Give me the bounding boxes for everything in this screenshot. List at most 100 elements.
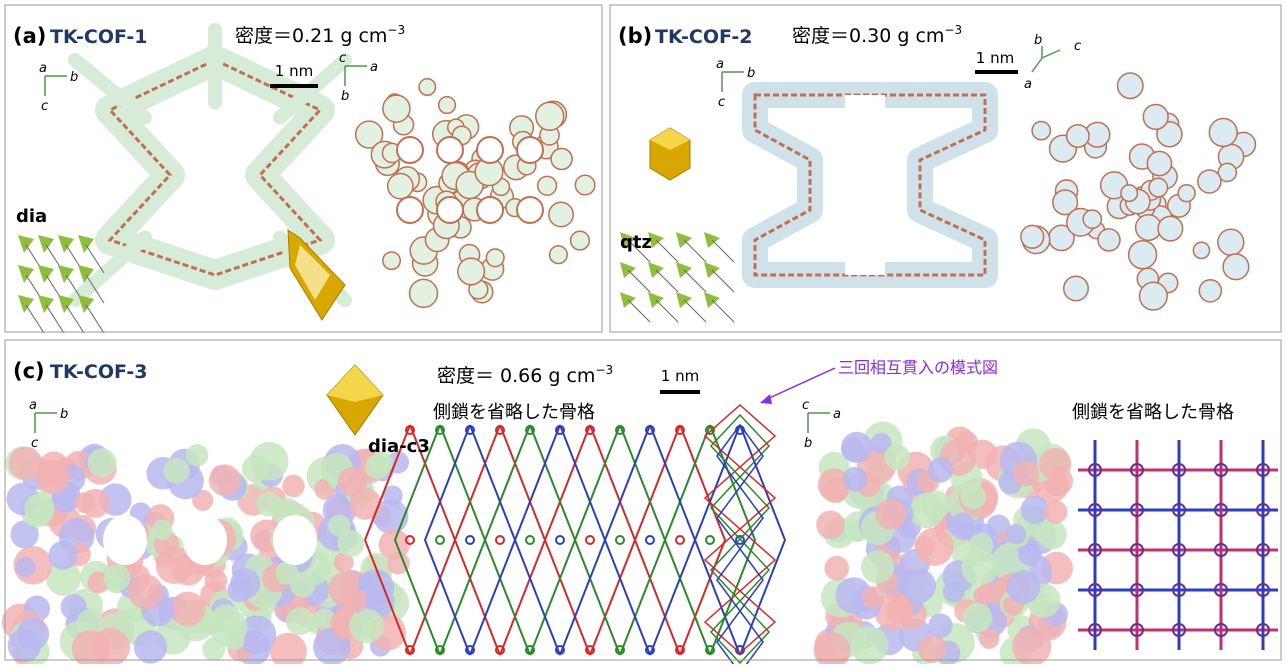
density: 密度＝0.21 g cm−3 xyxy=(235,23,405,47)
pore xyxy=(476,196,504,224)
side-chain xyxy=(68,230,152,307)
framework xyxy=(1222,253,1250,281)
net-node xyxy=(405,645,415,655)
scale-label: 1 nm xyxy=(275,62,313,80)
axis-arrow xyxy=(1031,57,1043,73)
net-node xyxy=(1256,463,1270,477)
net xyxy=(423,424,787,656)
framework xyxy=(569,230,590,251)
topology-node xyxy=(58,265,74,283)
framework xyxy=(87,448,117,478)
framework xyxy=(1142,103,1169,131)
net-node xyxy=(465,645,475,655)
framework xyxy=(1012,626,1052,667)
pore xyxy=(273,515,317,565)
framework xyxy=(8,446,43,480)
pore xyxy=(436,196,464,224)
axis-label: b xyxy=(804,436,812,451)
topology-edge xyxy=(627,269,651,293)
framework xyxy=(816,510,845,540)
framework xyxy=(15,556,36,578)
illustrations xyxy=(1,23,1278,668)
net-node xyxy=(705,425,715,435)
framework xyxy=(1065,124,1090,148)
topology-edge xyxy=(655,239,679,263)
net-node xyxy=(1256,583,1270,597)
schematic xyxy=(703,403,777,655)
topology-node xyxy=(78,295,94,313)
framework xyxy=(850,626,889,665)
framework xyxy=(968,533,994,558)
framework xyxy=(457,257,486,286)
net-node xyxy=(1088,463,1102,477)
framework xyxy=(978,628,1000,649)
axis-arrow xyxy=(1041,49,1061,59)
framework xyxy=(208,464,241,497)
pore xyxy=(396,196,424,224)
framework xyxy=(1120,184,1139,203)
density: 密度＝0.30 g cm−3 xyxy=(792,23,962,47)
framework xyxy=(10,520,39,549)
net-node xyxy=(1256,543,1270,557)
framework xyxy=(275,561,299,585)
topology-edge xyxy=(655,269,679,293)
net-node xyxy=(1088,503,1102,517)
panel-frame xyxy=(609,4,1282,333)
topology-node xyxy=(78,235,94,253)
framework xyxy=(909,492,945,529)
net-node xyxy=(585,425,595,435)
framework xyxy=(861,550,895,584)
framework xyxy=(961,549,998,586)
framework xyxy=(1039,448,1072,481)
topology: qtz xyxy=(620,232,652,253)
framework xyxy=(1156,120,1183,148)
net-node xyxy=(1130,463,1144,477)
axis-label: b xyxy=(747,66,755,81)
net-node xyxy=(675,425,685,435)
panel-frame xyxy=(4,4,603,333)
framework xyxy=(1127,239,1158,270)
topology-edge xyxy=(627,299,651,323)
net-node xyxy=(735,535,745,545)
framework xyxy=(202,637,226,661)
material-name: TK-COF-1 xyxy=(50,26,148,48)
framework xyxy=(813,632,851,668)
framework xyxy=(884,444,910,471)
topology-node xyxy=(58,235,74,253)
topology-node xyxy=(78,265,94,283)
topology-edge xyxy=(45,304,65,334)
framework xyxy=(382,94,411,123)
framework xyxy=(163,457,190,484)
material-name: TK-COF-2 xyxy=(655,26,753,48)
net-node xyxy=(645,425,655,435)
framework xyxy=(1217,162,1238,183)
framework xyxy=(103,564,131,592)
framework xyxy=(48,540,78,570)
framework xyxy=(313,608,336,630)
topology: dia xyxy=(16,206,47,227)
density: 密度＝ 0.66 g cm−3 xyxy=(437,363,613,387)
net-node xyxy=(1130,503,1144,517)
axis-label: b xyxy=(70,70,78,85)
annotation-arrow xyxy=(764,367,836,401)
framework xyxy=(901,568,937,603)
framework xyxy=(269,632,307,668)
net-node xyxy=(435,425,445,435)
net-node xyxy=(1214,503,1228,517)
net-node xyxy=(615,425,625,435)
axis-label: a xyxy=(1024,77,1032,92)
net-node xyxy=(525,425,535,435)
framework xyxy=(46,560,82,596)
framework xyxy=(1157,215,1184,242)
framework xyxy=(133,630,168,664)
caption: 側鎖を省略した骨格 xyxy=(1072,402,1234,423)
net-node xyxy=(555,425,565,435)
framework xyxy=(1116,72,1144,100)
net-node xyxy=(585,645,595,655)
net-node xyxy=(585,535,595,545)
annotation-arrow xyxy=(760,394,772,404)
axis-label: a xyxy=(716,57,724,72)
framework xyxy=(927,457,954,483)
topology-node xyxy=(38,235,54,253)
